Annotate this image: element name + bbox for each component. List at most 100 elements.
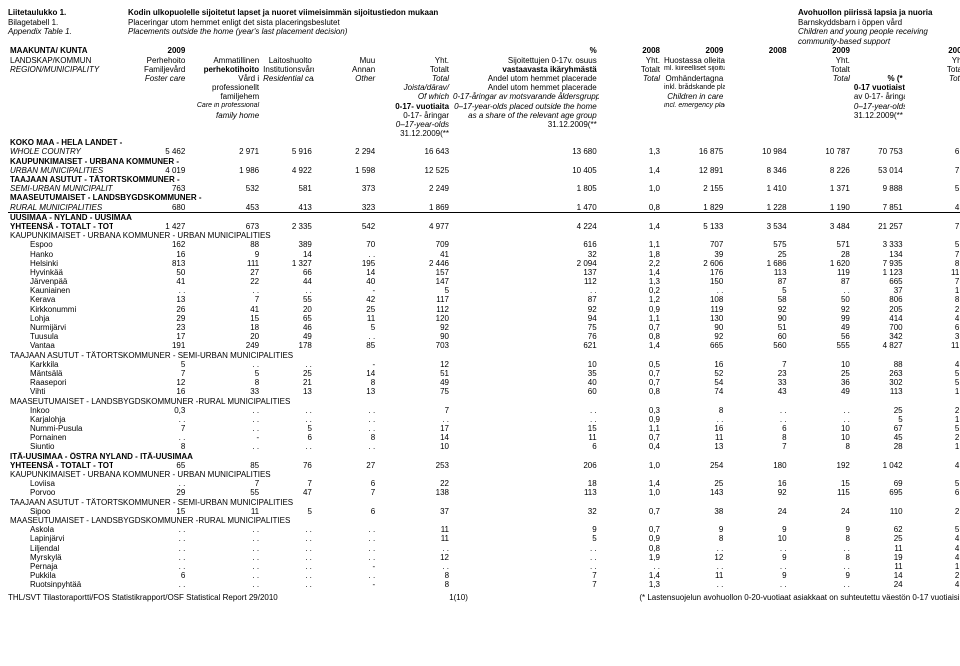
header-row: family home 0-17- åringar as a share of … xyxy=(8,111,960,120)
right-title: Barnskyddsbarn i öppen vård xyxy=(798,18,960,28)
cell: 13 xyxy=(314,387,377,396)
cell: . . xyxy=(377,544,451,553)
cell: . . xyxy=(377,415,451,424)
cell: 18 xyxy=(187,323,261,332)
cell: . . xyxy=(314,442,377,451)
table-row: SEMI-URBAN MUNICIPALITIES 7635325813732 … xyxy=(8,184,960,193)
cell: . . xyxy=(314,250,377,259)
cell: 7 xyxy=(113,369,187,378)
cell: 13 xyxy=(113,295,187,304)
cell: 12 xyxy=(662,553,725,562)
cell: 9 xyxy=(725,525,788,534)
cell: 0,7 xyxy=(599,323,662,332)
cell: 90 xyxy=(725,314,788,323)
cell: 28 xyxy=(852,442,905,451)
cell: 2,2 xyxy=(599,259,662,268)
cell: 1,3 xyxy=(599,580,662,589)
section-label: KAUPUNKIMAISET - URBANA KOMMUNER - URBAN… xyxy=(8,231,960,240)
muni-name: Hanko xyxy=(8,250,113,259)
cell: . . xyxy=(261,544,314,553)
cell: 162 xyxy=(113,240,187,249)
cell: 8 xyxy=(314,378,377,387)
cell: 0,7 xyxy=(599,378,662,387)
cell: 25 xyxy=(261,369,314,378)
table-row: Tuusula172049. .90760,89260563423,5 xyxy=(8,332,960,341)
cell: 1,1 xyxy=(599,314,662,323)
cell: 55 xyxy=(261,295,314,304)
cell: 7 935 xyxy=(852,259,905,268)
cell: 49 xyxy=(789,387,852,396)
cell: 0,9 xyxy=(599,415,662,424)
muni-name: Ruotsinpyhtää xyxy=(8,580,113,589)
cell: 6 xyxy=(261,433,314,442)
cell: . . xyxy=(789,580,852,589)
muni-name: Myrskylä xyxy=(8,553,113,562)
cell: 50 xyxy=(113,268,187,277)
cell: 92 xyxy=(725,305,788,314)
cell: 11 xyxy=(377,534,451,543)
cell: 120 xyxy=(377,314,451,323)
muni-name: Karjalohja xyxy=(8,415,113,424)
section-label: MAASEUTUMAISET - LANDSBYGDSKOMMUNER -RUR… xyxy=(8,397,960,406)
cell: 7 xyxy=(314,488,377,497)
cell: 0,8 xyxy=(599,387,662,396)
section-label: MAASEUTUMAISET - LANDSBYGDSKOMMUNER -RUR… xyxy=(8,516,960,525)
cell: 9 xyxy=(187,250,261,259)
right-title: Children and young people receiving xyxy=(798,27,960,37)
muni-name: Liljendal xyxy=(8,544,113,553)
cell: 50 xyxy=(789,295,852,304)
cell: 8,3 xyxy=(905,295,960,304)
muni-name: Pornainen xyxy=(8,433,113,442)
cell: 32 xyxy=(451,250,599,259)
cell: 36 xyxy=(789,378,852,387)
muni-name: Järvenpää xyxy=(8,277,113,286)
cell: 41 xyxy=(113,277,187,286)
cell: 1 686 xyxy=(725,259,788,268)
cell: 2,9 xyxy=(905,571,960,580)
cell: - xyxy=(314,562,377,571)
cell: 7 xyxy=(451,580,599,589)
cell: 111 xyxy=(187,259,261,268)
table-row: Ruotsinpyhtää. .. .. .-871,3. .. .. .244… xyxy=(8,580,960,589)
cell: . . xyxy=(113,580,187,589)
cell: 176 xyxy=(662,268,725,277)
cell: 134 xyxy=(852,250,905,259)
cell: . . xyxy=(187,442,261,451)
table-row: RURAL MUNICIPALITIES 6804534133231 8691 … xyxy=(8,203,960,213)
cell: 2 446 xyxy=(377,259,451,268)
cell: 342 xyxy=(852,332,905,341)
cell: 11 xyxy=(662,571,725,580)
table-row: URBAN MUNICIPALITIES 4 0191 9864 9221 59… xyxy=(8,166,960,175)
cell: 23 xyxy=(725,369,788,378)
cell: 2,0 xyxy=(905,305,960,314)
cell: 2,0 xyxy=(905,406,960,415)
cell: . . xyxy=(789,544,852,553)
cell: 29 xyxy=(113,314,187,323)
cell: . . xyxy=(662,415,725,424)
cell: 20 xyxy=(187,332,261,341)
table-row: Siuntio8. .. .. .1060,41378281,7 xyxy=(8,442,960,451)
cell: 1,4 xyxy=(599,479,662,488)
cell: 10 xyxy=(789,360,852,369)
header-row: Care in professional 0-17- vuotiaita 0–1… xyxy=(8,102,960,111)
cell: 10 xyxy=(725,534,788,543)
section-label: TAAJAAN ASUTUT - TÄTORTSKOMMUNER - SEMI-… xyxy=(8,498,960,507)
cell: . . xyxy=(261,525,314,534)
cell: . . xyxy=(261,562,314,571)
cell: 6 xyxy=(314,507,377,516)
cell: 1,0 xyxy=(599,488,662,497)
cell: 1,9 xyxy=(599,553,662,562)
cell: 85 xyxy=(314,341,377,350)
cell: 5 xyxy=(113,360,187,369)
cell: 110 xyxy=(852,507,905,516)
cell: 8 xyxy=(789,442,852,451)
cell: . . xyxy=(725,544,788,553)
cell: 43 xyxy=(725,387,788,396)
cell: 51 xyxy=(377,369,451,378)
cell: 1,4 xyxy=(599,341,662,350)
cell: . . xyxy=(261,415,314,424)
cell: 1,3 xyxy=(599,277,662,286)
cell: . . xyxy=(314,525,377,534)
cell: 10 xyxy=(377,442,451,451)
cell: 5,0 xyxy=(905,369,960,378)
